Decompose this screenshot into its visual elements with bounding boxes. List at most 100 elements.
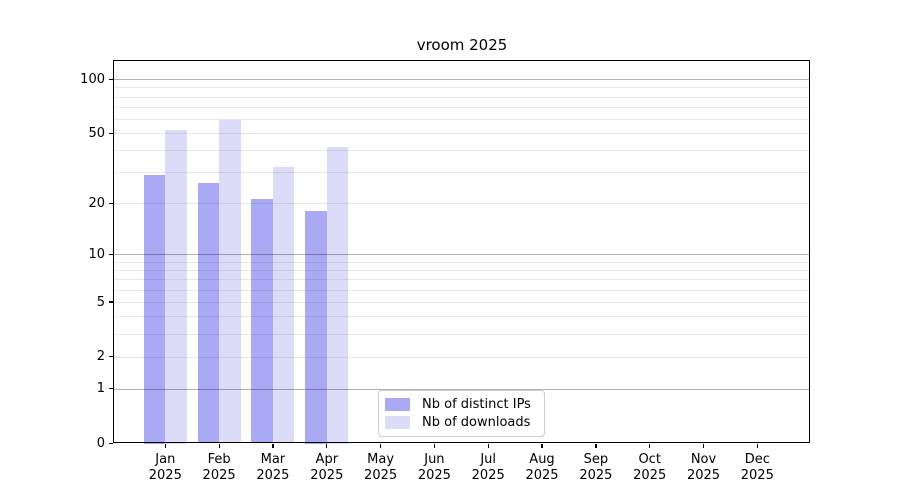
x-tick-year: 2025 bbox=[417, 467, 451, 483]
x-tick-month: Feb bbox=[207, 451, 231, 467]
x-tick-month: Aug bbox=[529, 451, 555, 467]
y-tick-label: 50 bbox=[88, 125, 105, 141]
x-tick-mark bbox=[272, 443, 274, 448]
x-tick-mark bbox=[380, 443, 382, 448]
y-tick-mark bbox=[109, 356, 113, 358]
bar-distinct-ips bbox=[143, 175, 166, 444]
y-tick-label: 100 bbox=[80, 71, 105, 87]
x-tick-mark bbox=[218, 443, 220, 448]
legend-item-distinct-ips: Nb of distinct IPs bbox=[385, 397, 538, 412]
gridline-minor bbox=[113, 270, 810, 271]
x-tick-mark bbox=[433, 443, 436, 448]
y-tick-mark bbox=[109, 78, 113, 80]
y-tick-mark bbox=[109, 388, 113, 390]
gridline-minor bbox=[113, 87, 810, 89]
x-tick-month: Nov bbox=[690, 451, 717, 467]
y-tick-mark bbox=[109, 253, 113, 255]
x-tick-label: Jul 2025 bbox=[461, 452, 515, 484]
x-tick-label: Jun 2025 bbox=[407, 452, 461, 484]
gridline-minor bbox=[113, 279, 810, 281]
legend-swatch-downloads bbox=[385, 416, 410, 429]
y-tick-label: 10 bbox=[88, 246, 105, 262]
x-tick-label: Sep 2025 bbox=[569, 452, 623, 484]
bar-distinct-ips bbox=[197, 183, 220, 444]
gridline-minor bbox=[113, 106, 810, 108]
x-tick-year: 2025 bbox=[633, 467, 667, 483]
legend-swatch-distinct-ips bbox=[385, 398, 410, 411]
gridline-minor bbox=[113, 334, 810, 335]
y-tick-mark bbox=[109, 202, 113, 204]
x-tick-year: 2025 bbox=[256, 467, 290, 483]
bar-distinct-ips bbox=[305, 211, 327, 444]
x-tick-label: Jan 2025 bbox=[138, 452, 192, 484]
x-tick-label: Apr 2025 bbox=[300, 452, 354, 484]
bar-downloads bbox=[272, 167, 295, 444]
x-tick-month: Jun bbox=[424, 451, 445, 467]
x-tick-month: Jan bbox=[155, 451, 176, 467]
x-tick-mark bbox=[487, 443, 489, 448]
gridline-minor bbox=[113, 316, 810, 318]
x-tick-year: 2025 bbox=[310, 467, 344, 483]
x-tick-month: Dec bbox=[744, 451, 770, 467]
gridline-minor bbox=[113, 203, 810, 205]
gridline-major bbox=[113, 79, 810, 81]
gridline-minor bbox=[113, 150, 810, 152]
x-tick-label: Dec 2025 bbox=[730, 452, 784, 484]
legend-label-distinct-ips: Nb of distinct IPs bbox=[422, 397, 531, 412]
x-tick-mark bbox=[326, 443, 328, 448]
x-tick-label: Oct 2025 bbox=[623, 452, 677, 484]
x-tick-year: 2025 bbox=[364, 467, 398, 483]
x-tick-month: Jul bbox=[480, 451, 497, 467]
x-tick-label: Aug 2025 bbox=[515, 452, 569, 484]
y-tick-label: 5 bbox=[96, 294, 105, 310]
x-tick-year: 2025 bbox=[740, 467, 774, 483]
x-tick-year: 2025 bbox=[686, 467, 721, 483]
x-tick-month: Mar bbox=[260, 451, 286, 467]
chart-title: vroom 2025 bbox=[416, 36, 508, 54]
gridline-minor bbox=[113, 118, 810, 120]
gridline-minor bbox=[113, 133, 810, 135]
x-tick-mark bbox=[164, 443, 166, 448]
gridline-major bbox=[113, 388, 810, 390]
legend-item-downloads: Nb of downloads bbox=[385, 415, 538, 430]
x-tick-label: Mar 2025 bbox=[246, 452, 300, 484]
x-tick-year: 2025 bbox=[148, 467, 182, 483]
x-tick-mark bbox=[702, 443, 705, 448]
x-tick-year: 2025 bbox=[525, 467, 559, 483]
gridline-minor bbox=[113, 302, 810, 303]
x-tick-mark bbox=[649, 443, 651, 448]
y-tick-label: 20 bbox=[88, 195, 105, 211]
bar-downloads bbox=[219, 120, 241, 444]
x-tick-mark bbox=[595, 443, 597, 448]
x-tick-year: 2025 bbox=[202, 467, 236, 483]
y-tick-mark bbox=[109, 132, 113, 134]
gridline-minor bbox=[113, 289, 810, 291]
x-tick-month: May bbox=[367, 451, 395, 467]
gridline-minor bbox=[113, 172, 810, 174]
gridline-major bbox=[113, 254, 810, 256]
gridline-minor bbox=[113, 356, 810, 358]
x-tick-month: Sep bbox=[583, 451, 609, 467]
x-tick-label: May 2025 bbox=[354, 452, 408, 484]
y-tick-label: 0 bbox=[96, 436, 105, 451]
x-tick-label: Feb 2025 bbox=[192, 452, 246, 484]
gridline-minor bbox=[113, 261, 810, 263]
bar-downloads bbox=[326, 146, 349, 444]
y-tick-mark bbox=[109, 301, 113, 303]
y-tick-mark bbox=[109, 442, 113, 445]
y-tick-label: 1 bbox=[96, 381, 105, 397]
x-tick-month: Apr bbox=[315, 451, 339, 467]
x-tick-year: 2025 bbox=[579, 467, 613, 483]
bar-downloads bbox=[165, 130, 187, 444]
x-tick-mark bbox=[541, 443, 543, 448]
y-tick-label: 2 bbox=[96, 349, 105, 365]
x-tick-year: 2025 bbox=[471, 467, 505, 483]
x-tick-label: Nov 2025 bbox=[677, 452, 731, 484]
x-tick-mark bbox=[756, 443, 758, 448]
legend-label-downloads: Nb of downloads bbox=[422, 415, 531, 430]
bar-distinct-ips bbox=[251, 199, 273, 444]
x-tick-month: Oct bbox=[638, 451, 661, 467]
gridline-minor bbox=[113, 96, 810, 98]
legend: Nb of distinct IPs Nb of downloads bbox=[378, 390, 545, 437]
